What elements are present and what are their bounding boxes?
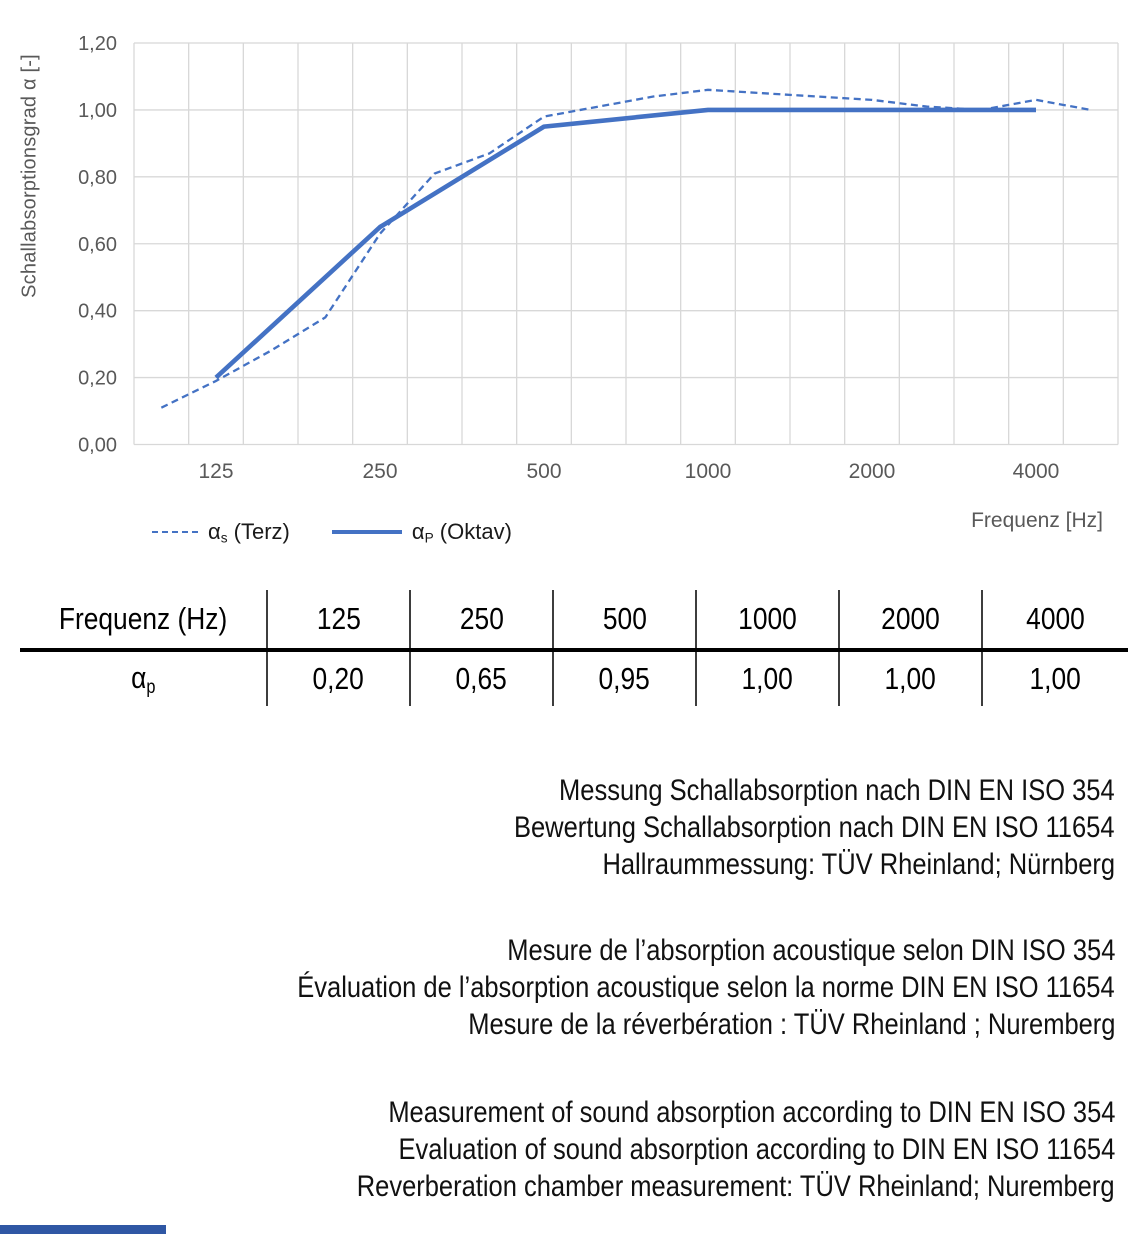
- notes-french: Mesure de l’absorption acoustique selon …: [153, 932, 1115, 1043]
- x-axis-title: Frequenz [Hz]: [971, 509, 1103, 532]
- legend-label-alpha-s: αs (Terz): [208, 518, 290, 546]
- table-value-2000: 1,00: [840, 652, 983, 706]
- table-header-row: Frequenz (Hz) 125 250 500 1000 2000 4000: [20, 590, 1128, 652]
- alpha-p-oktav-line: [214, 107, 1036, 380]
- table-header-4000: 4000: [1026, 601, 1085, 636]
- note-line: Évaluation de l’absorption acoustique se…: [297, 971, 1115, 1004]
- footer-accent-bar: [0, 1225, 166, 1234]
- note-line: Mesure de la réverbération : TÜV Rheinla…: [467, 1008, 1115, 1041]
- dashed-line-swatch: [152, 530, 198, 534]
- svg-text:0,80: 0,80: [78, 167, 117, 189]
- legend-item-alpha-s: αs (Terz): [152, 519, 290, 545]
- table-header-125: 125: [268, 590, 411, 648]
- table-value-4000: 1,00: [1029, 661, 1082, 696]
- solid-line-swatch: [331, 529, 402, 535]
- x-tick-labels: 125 250 500 1000 2000 4000: [198, 460, 1059, 483]
- y-axis-title: Schallabsorptionsgrad α [-]: [18, 54, 41, 298]
- note-line: Evaluation of sound absorption according…: [398, 1133, 1115, 1166]
- table-header-frequency: Frequenz (Hz): [20, 590, 268, 648]
- note-line: Mesure de l’absorption acoustique selon …: [506, 934, 1115, 967]
- table-value-250: 0,65: [411, 652, 554, 706]
- note-line: Hallraummessung: TÜV Rheinland; Nürnberg: [602, 848, 1115, 881]
- legend-label-alpha-p: αP (Oktav): [411, 518, 512, 546]
- svg-text:0,00: 0,00: [78, 435, 117, 457]
- alpha-s-terz-line: [160, 88, 1091, 409]
- table-value-125: 0,20: [268, 652, 411, 706]
- note-line: Messung Schallabsorption nach DIN EN ISO…: [559, 774, 1115, 807]
- notes-german: Messung Schallabsorption nach DIN EN ISO…: [408, 772, 1115, 883]
- table-header-500: 500: [554, 590, 697, 648]
- gridlines: [133, 42, 1119, 446]
- table-value-1000: 1,00: [697, 652, 840, 706]
- svg-text:4000: 4000: [1013, 460, 1060, 483]
- table-header-2000: 2000: [840, 590, 983, 648]
- svg-text:125: 125: [198, 460, 233, 483]
- note-line: Reverberation chamber measurement: TÜV R…: [357, 1170, 1115, 1203]
- legend-item-alpha-p: αP (Oktav): [331, 518, 512, 546]
- svg-text:250: 250: [362, 460, 397, 483]
- svg-text:1,20: 1,20: [78, 33, 117, 55]
- svg-text:2000: 2000: [849, 460, 896, 483]
- note-line: Bewertung Schallabsorption nach DIN EN I…: [514, 811, 1115, 844]
- svg-text:0,40: 0,40: [78, 301, 117, 323]
- alpha-p-table: Frequenz (Hz) 125 250 500 1000 2000 4000…: [20, 590, 1128, 706]
- svg-text:0,20: 0,20: [78, 368, 117, 390]
- svg-text:1,00: 1,00: [78, 100, 117, 122]
- table-row-label: αp: [20, 652, 268, 706]
- svg-text:1000: 1000: [685, 460, 732, 483]
- svg-text:0,60: 0,60: [78, 234, 117, 256]
- table-header-1000: 1000: [697, 590, 840, 648]
- svg-text:500: 500: [526, 460, 561, 483]
- absorption-chart: 1,20 1,00 0,80 0,60 0,40 0,20 0,00 125 250 500 100…: [78, 33, 1119, 483]
- table-value-row: αp 0,20 0,65 0,95 1,00 1,00 1,00: [20, 652, 1128, 706]
- note-line: Measurement of sound absorption accordin…: [387, 1096, 1115, 1129]
- notes-english: Measurement of sound absorption accordin…: [223, 1094, 1115, 1205]
- table-header-250: 250: [411, 590, 554, 648]
- y-tick-labels: 1,20 1,00 0,80 0,60 0,40 0,20 0,00: [78, 33, 117, 457]
- chart-legend: αs (Terz) αP (Oktav): [152, 517, 512, 547]
- table-value-500: 0,95: [554, 652, 697, 706]
